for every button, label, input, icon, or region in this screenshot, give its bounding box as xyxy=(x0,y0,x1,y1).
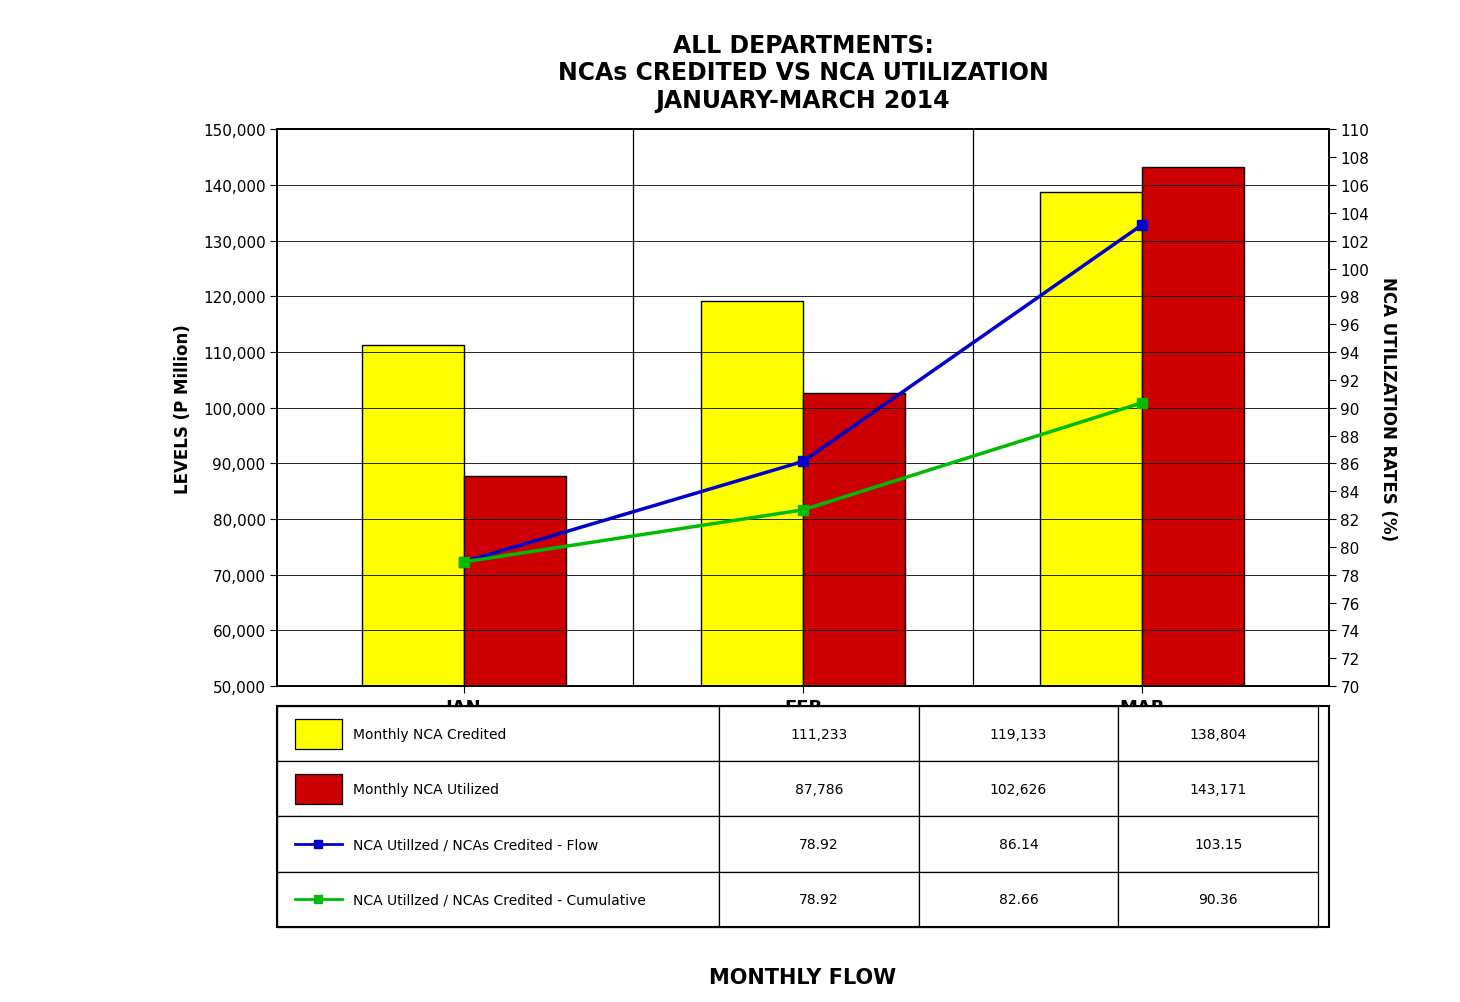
Text: NCA Utillzed / NCAs Credited - Cumulative: NCA Utillzed / NCAs Credited - Cumulativ… xyxy=(353,893,647,906)
Bar xyxy=(464,476,565,964)
Text: Monthly NCA Credited: Monthly NCA Credited xyxy=(353,727,507,740)
Bar xyxy=(803,394,905,964)
Text: 90.36: 90.36 xyxy=(1199,893,1238,906)
Text: 111,233: 111,233 xyxy=(790,727,847,740)
Y-axis label: NCA UTILIZATION RATES (%): NCA UTILIZATION RATES (%) xyxy=(1380,277,1397,540)
Text: 78.92: 78.92 xyxy=(799,893,838,906)
Bar xyxy=(1142,168,1244,964)
Text: 86.14: 86.14 xyxy=(999,838,1038,851)
Y-axis label: LEVELS (P Million): LEVELS (P Million) xyxy=(174,324,191,493)
Bar xyxy=(701,302,803,964)
Text: 102,626: 102,626 xyxy=(990,783,1047,796)
Bar xyxy=(1041,192,1142,964)
Text: 143,171: 143,171 xyxy=(1190,783,1247,796)
Text: 119,133: 119,133 xyxy=(990,727,1047,740)
Text: NCA Utillzed / NCAs Credited - Flow: NCA Utillzed / NCAs Credited - Flow xyxy=(353,838,599,851)
Text: 78.92: 78.92 xyxy=(799,838,838,851)
Text: 103.15: 103.15 xyxy=(1194,838,1242,851)
Text: 82.66: 82.66 xyxy=(999,893,1038,906)
Text: Monthly NCA Utilized: Monthly NCA Utilized xyxy=(353,783,499,796)
Text: MONTHLY FLOW: MONTHLY FLOW xyxy=(710,967,896,987)
Bar xyxy=(362,346,464,964)
Text: 87,786: 87,786 xyxy=(794,783,842,796)
Title: ALL DEPARTMENTS:
NCAs CREDITED VS NCA UTILIZATION
JANUARY-MARCH 2014: ALL DEPARTMENTS: NCAs CREDITED VS NCA UT… xyxy=(558,33,1048,113)
Text: 138,804: 138,804 xyxy=(1190,727,1247,740)
